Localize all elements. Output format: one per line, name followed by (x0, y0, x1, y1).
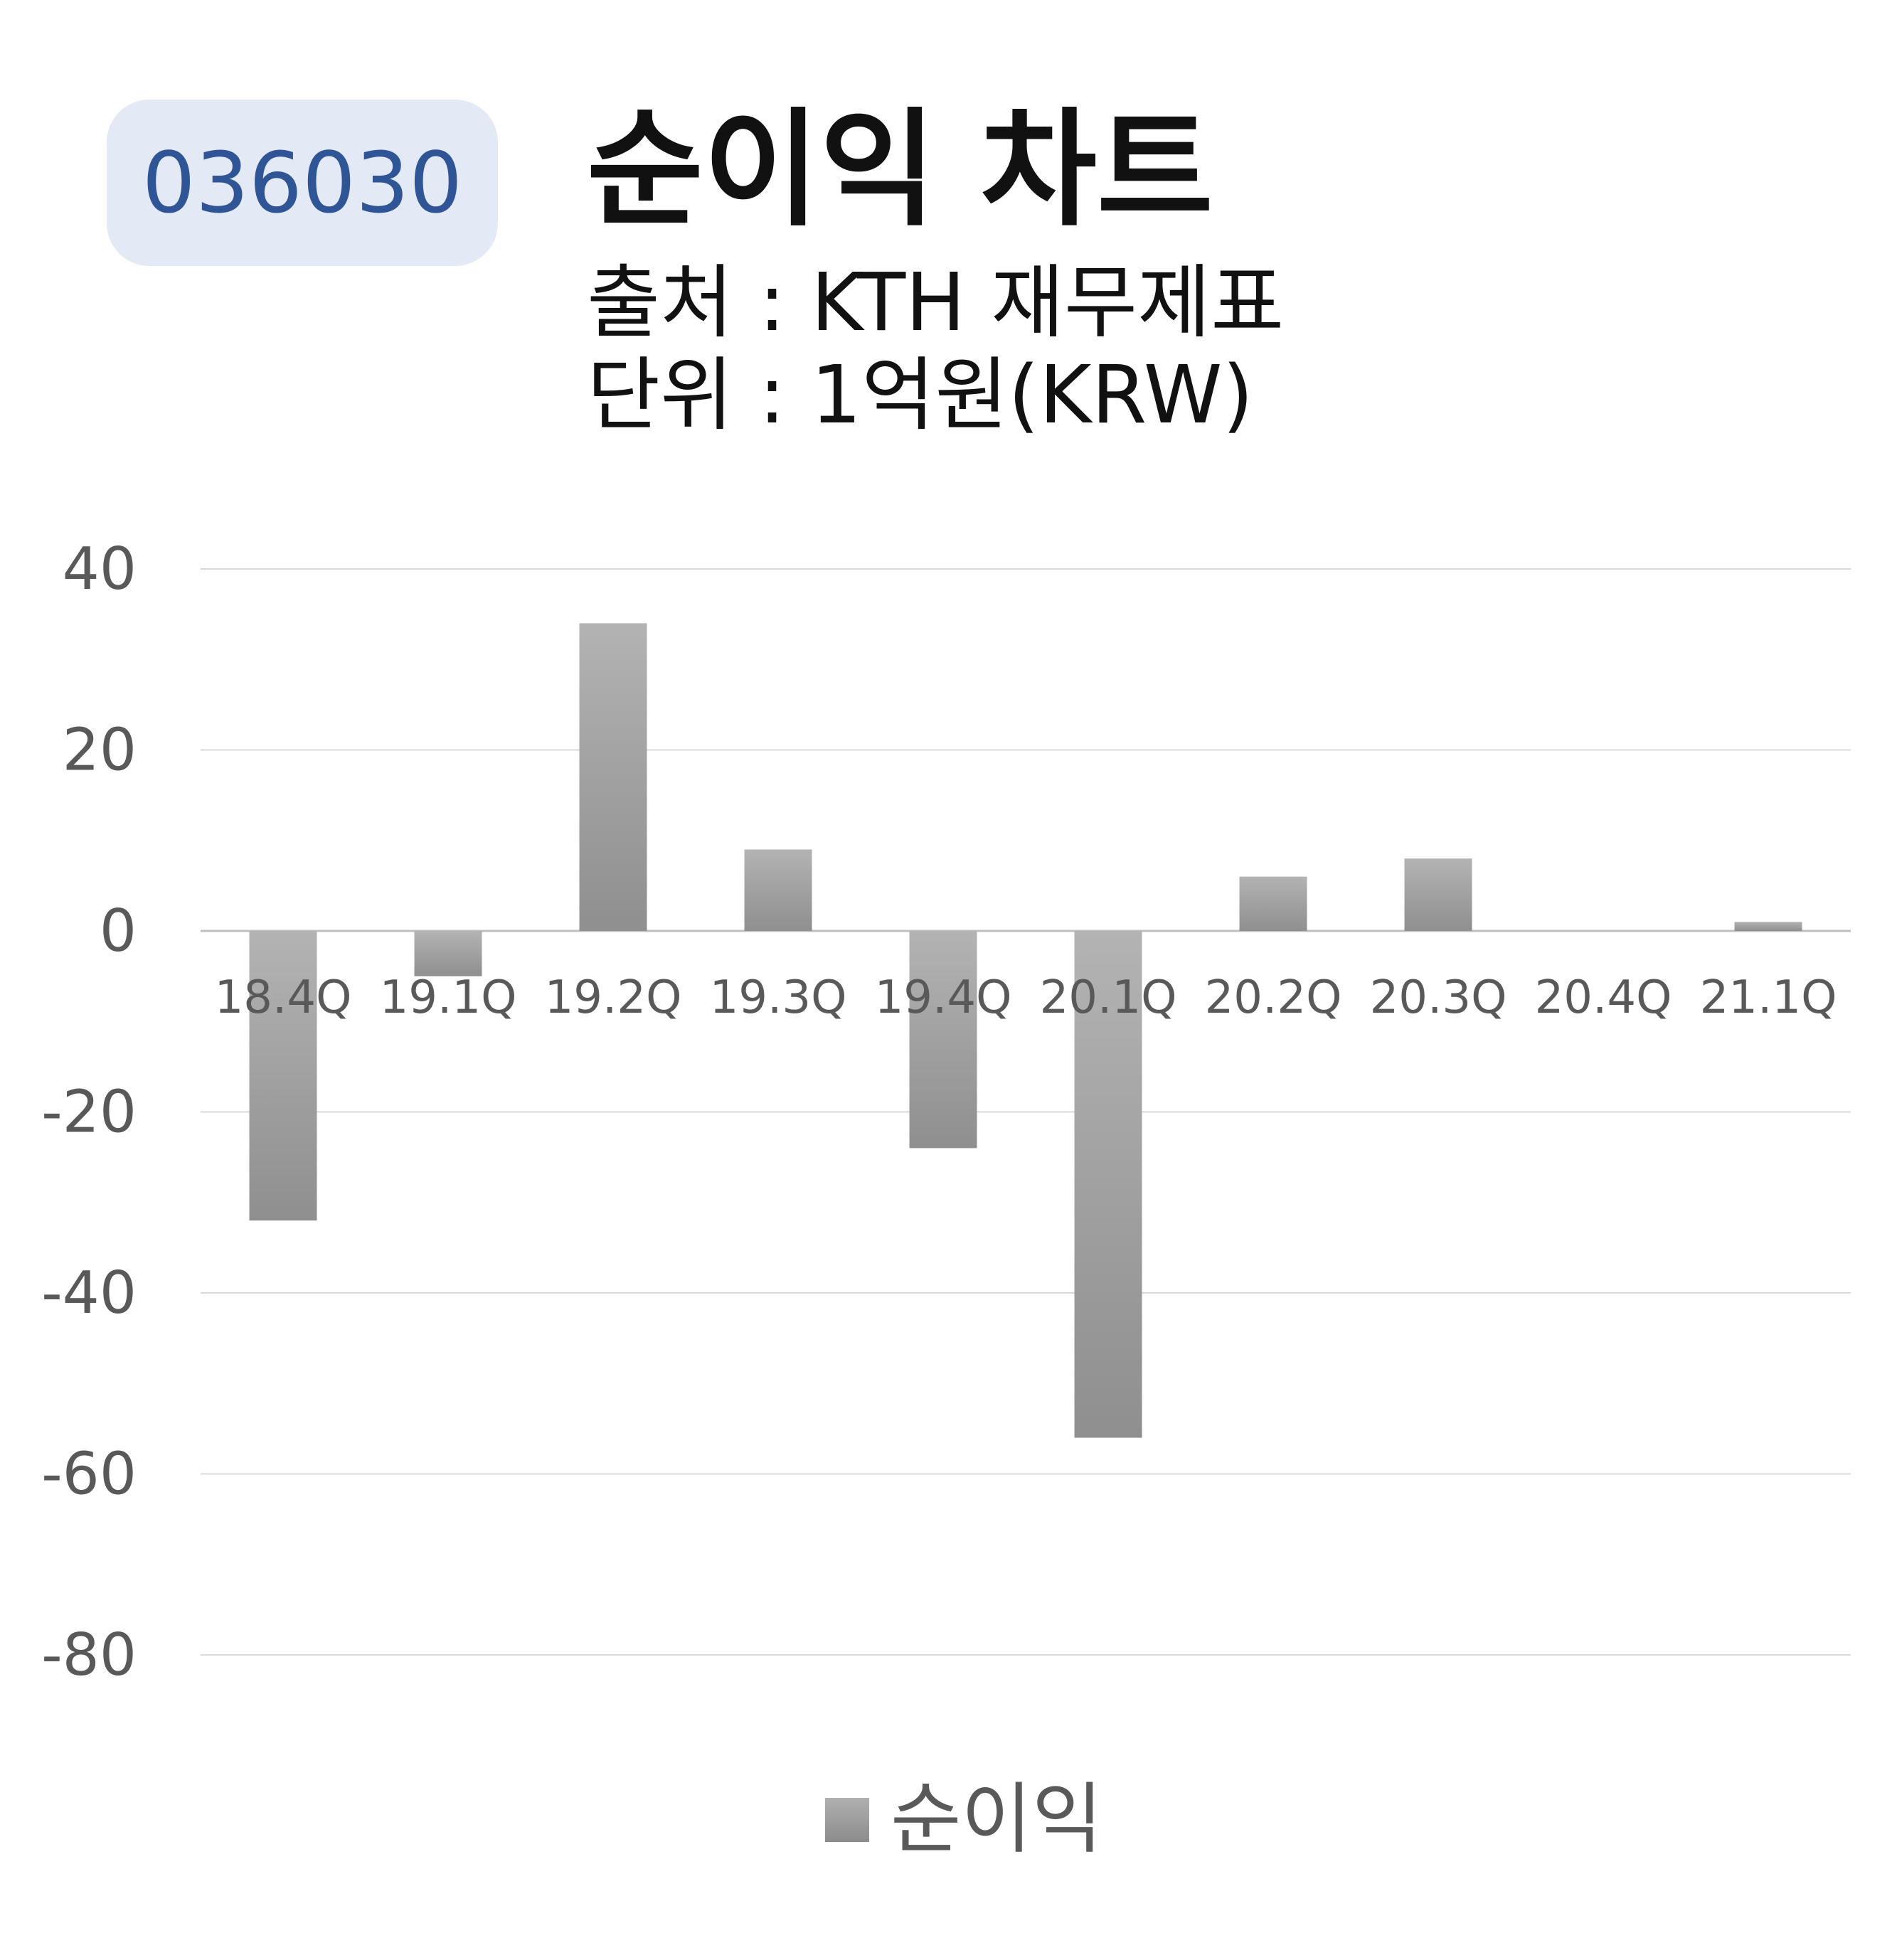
y-tick-label: -40 (41, 1259, 137, 1327)
y-axis-ticks: 40 20 0 -20 -40 -60 -80 (41, 536, 137, 1689)
bar-20.2Q (1239, 876, 1307, 931)
x-tick-label: 19.3Q (710, 971, 847, 1024)
x-tick-label: 21.1Q (1700, 971, 1837, 1024)
bars (249, 623, 1802, 1438)
x-tick-label: 20.4Q (1535, 971, 1672, 1024)
grid-lines (201, 568, 1851, 1656)
legend: 순이익 (825, 1781, 1102, 1858)
bar-19.2Q (579, 623, 647, 931)
x-tick-label: 20.2Q (1205, 971, 1342, 1024)
x-tick-label: 18.4Q (215, 971, 352, 1024)
source-line: 출처 : KTH 재무제표 (587, 257, 1285, 349)
chart-title: 순이익 차트 (587, 96, 1213, 243)
y-tick-label: 0 (100, 898, 137, 965)
bar-21.1Q (1734, 922, 1802, 931)
bar-19.4Q (909, 931, 977, 1149)
y-tick-label: -80 (41, 1621, 137, 1689)
x-axis-ticks: 18.4Q 19.1Q 19.2Q 19.3Q 19.4Q 20.1Q 20.2Q 20.3Q… (215, 971, 1837, 1024)
bar-19.1Q (414, 931, 482, 976)
y-tick-label: 40 (63, 536, 137, 603)
y-tick-label: -60 (41, 1441, 137, 1508)
x-tick-label: 20.3Q (1370, 971, 1507, 1024)
x-tick-label: 19.1Q (380, 971, 517, 1024)
x-tick-label: 20.1Q (1040, 971, 1177, 1024)
y-tick-label: -20 (41, 1079, 137, 1146)
x-tick-label: 19.2Q (545, 971, 682, 1024)
y-tick-label: 20 (63, 717, 137, 784)
legend-label: 순이익 (891, 1775, 1103, 1864)
bar-20.3Q (1404, 858, 1472, 931)
unit-line: 단위 : 1억원(KRW) (587, 349, 1254, 442)
x-tick-label: 19.4Q (875, 971, 1012, 1024)
bar-18.4Q (249, 931, 317, 1221)
bar-19.3Q (744, 849, 812, 931)
legend-swatch (825, 1798, 869, 1842)
ticker-code: 036030 (142, 134, 463, 232)
bar-20.1Q (1074, 931, 1142, 1438)
ticker-badge: 036030 (107, 100, 498, 266)
